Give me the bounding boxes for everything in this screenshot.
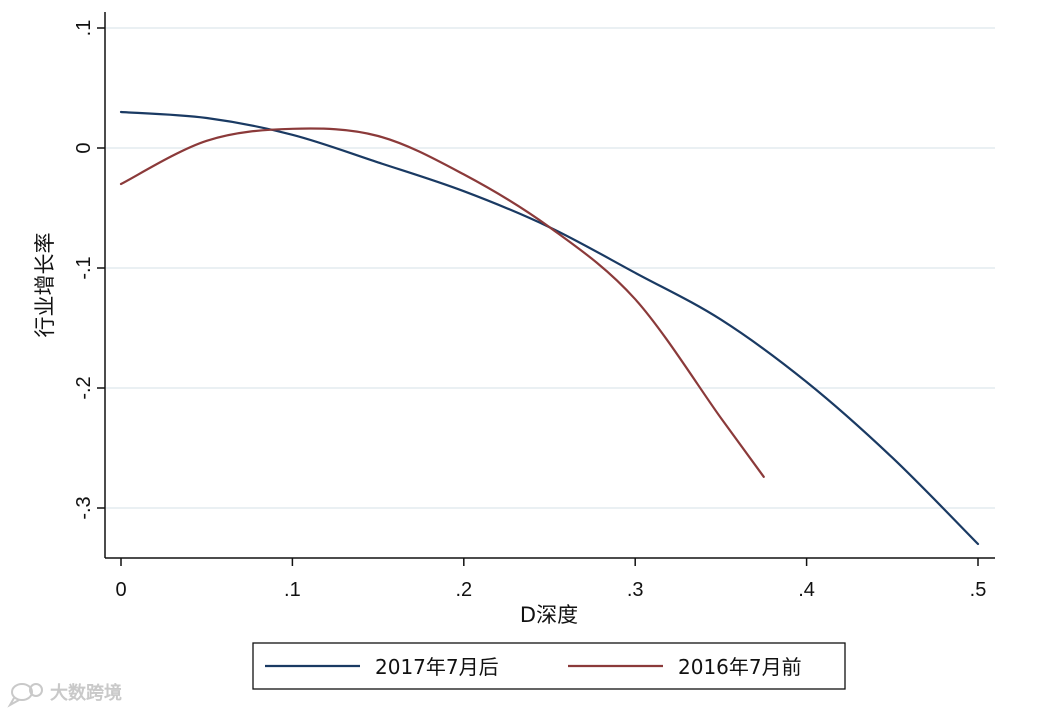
x-tick-label: .4 <box>798 579 815 601</box>
x-tick-label: .5 <box>970 579 987 601</box>
y-tick-label: 0 <box>73 142 95 153</box>
series-line-1 <box>119 110 980 546</box>
axes: .1 0 -.1 -.2 -.3 0 .1 .2 .3 .4 .5 <box>73 12 995 601</box>
x-axis-title: D深度 <box>520 603 578 627</box>
y-axis-title: 行业增长率 <box>33 233 57 338</box>
y-tick-label: .1 <box>73 20 95 37</box>
watermark: 大数跨境 <box>7 682 122 708</box>
x-tick-label: .1 <box>284 579 301 601</box>
watermark-text: 大数跨境 <box>50 682 122 704</box>
y-tick-label: -.2 <box>73 376 95 399</box>
legend: 2017年7月后 2016年7月前 <box>252 642 846 690</box>
x-tick-label: .2 <box>455 579 472 601</box>
x-tick-label: 0 <box>115 579 126 601</box>
y-tick-label: -.3 <box>73 496 95 519</box>
speech-bubble-logo-icon <box>7 683 43 708</box>
legend-label-1: 2017年7月后 <box>375 655 499 679</box>
legend-box <box>252 642 846 690</box>
legend-label-2: 2016年7月前 <box>678 655 802 679</box>
x-tick-label: .3 <box>627 579 644 601</box>
gridlines <box>106 27 995 509</box>
y-tick-label: -.1 <box>73 256 95 279</box>
series-layer <box>119 110 980 546</box>
series-line-2 <box>119 127 765 478</box>
